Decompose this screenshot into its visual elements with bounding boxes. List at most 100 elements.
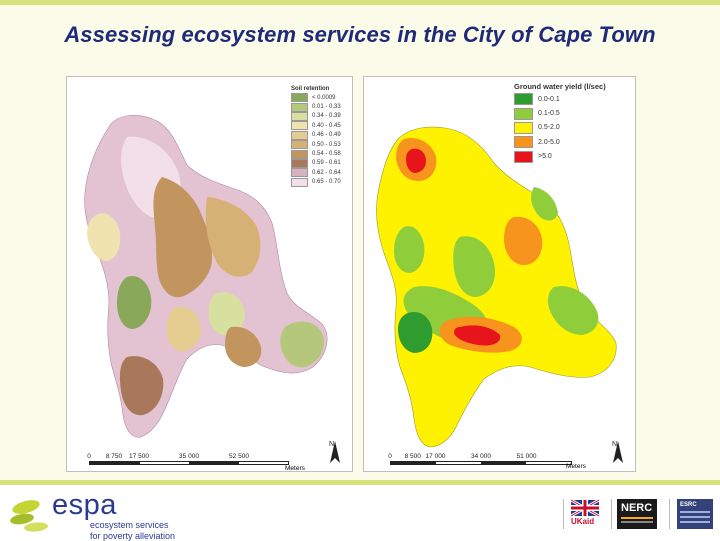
footer-divider	[669, 499, 670, 529]
scale-unit-label: Meters	[566, 463, 586, 470]
legend-swatch	[291, 130, 308, 140]
esrc-label: ESRC	[680, 502, 697, 508]
scale-tick-label: 0	[87, 453, 91, 460]
legend-item: 0.5-2.0	[514, 121, 606, 135]
nerc-stripe	[621, 517, 653, 519]
esrc-stripe	[680, 511, 710, 513]
legend-item: 0.0-0.1	[514, 92, 606, 106]
espa-logo: espa ecosystem services for poverty alle…	[10, 489, 180, 541]
esrc-stripe	[680, 521, 710, 523]
map-region-green-east	[280, 321, 325, 368]
espa-tagline-2: for poverty alleviation	[90, 531, 176, 541]
legend-item: 0.54 - 0.58	[291, 149, 341, 159]
scale-tick-label: 8 500	[404, 453, 421, 460]
map-region-olive-1	[117, 276, 152, 329]
map-region-cream	[87, 213, 121, 261]
legend-label: 2.0-5.0	[538, 138, 560, 146]
scale-bar-track	[89, 461, 289, 465]
map-region-dark-green	[398, 311, 433, 353]
scale-bar: 0 8 500 17 000 34 000 51 000	[388, 453, 572, 465]
legend-label: 0.1-0.5	[538, 110, 560, 118]
nerc-stripe	[621, 521, 653, 523]
legend-label: 0.46 - 0.49	[312, 132, 341, 139]
map-region-tan	[205, 197, 261, 277]
legend-swatch	[291, 140, 308, 150]
slide-title: Assessing ecosystem services in the City…	[64, 22, 656, 47]
esrc-stripe	[680, 516, 710, 518]
map-region-orange-east	[504, 216, 543, 265]
legend-item: 0.59 - 0.61	[291, 158, 341, 168]
scale-tick-label: 8 750	[105, 453, 123, 460]
map-region-green-diagonal	[531, 187, 558, 221]
ground-water-yield-map-panel: Ground water yield (l/sec) 0.0-0.1 0.1-0.…	[363, 76, 636, 472]
legend-item: 0.01 - 0.33	[291, 102, 341, 112]
soil-retention-legend: Soil retention < 0.0009 0.01 - 0.33 0.34 -…	[291, 86, 341, 187]
legend-label: 0.65 - 0.70	[312, 179, 341, 186]
map-region-red-south	[454, 325, 501, 346]
esrc-logo: ESRC	[677, 499, 713, 529]
nerc-label: NERC	[621, 502, 653, 514]
map-region-mid-brown	[225, 326, 262, 367]
footer-divider	[611, 499, 612, 529]
legend-swatch	[291, 149, 308, 159]
legend-swatch	[291, 111, 308, 121]
map-region-green-central	[453, 236, 496, 297]
legend-swatch	[514, 136, 533, 149]
ukaid-logo: UKaid	[569, 498, 601, 529]
legend-label: 0.59 - 0.61	[312, 160, 341, 167]
map-region-olive-2	[208, 292, 245, 336]
legend-swatch	[291, 93, 308, 103]
scale-tick-label: 52 500	[229, 453, 249, 460]
legend-label: 0.01 - 0.33	[312, 104, 341, 111]
legend-label: 0.62 - 0.64	[312, 169, 341, 176]
north-arrow: N	[329, 441, 340, 463]
legend-label: 0.40 - 0.45	[312, 122, 341, 129]
legend-label: 0.34 - 0.39	[312, 113, 341, 120]
legend-label: 0.54 - 0.58	[312, 151, 341, 158]
legend-swatch	[291, 102, 308, 112]
legend-item: >5.0	[514, 150, 606, 164]
legend-label: 0.50 - 0.53	[312, 141, 341, 148]
legend-swatch	[291, 177, 308, 187]
scale-tick-label: 17 000	[425, 453, 446, 460]
scale-tick-label: 35 000	[179, 453, 199, 460]
legend-label: < 0.0009	[312, 94, 336, 101]
legend-swatch	[514, 150, 533, 163]
scale-tick-label: 17 500	[129, 453, 149, 460]
footer-divider	[563, 499, 564, 529]
map-region-mauve	[119, 356, 164, 416]
map-region-green-belt-east	[547, 286, 599, 335]
espa-tagline-1: ecosystem services	[90, 520, 169, 530]
legend-item: 2.0-5.0	[514, 135, 606, 149]
legend-item: 0.46 - 0.49	[291, 130, 341, 140]
legend-swatch	[514, 107, 533, 120]
ukaid-label: UKaid	[571, 517, 595, 526]
soil-retention-map-panel: Soil retention < 0.0009 0.01 - 0.33 0.34 -…	[66, 76, 353, 472]
union-flag-icon	[570, 498, 600, 518]
legend-item: 0.62 - 0.64	[291, 168, 341, 178]
scale-bar: 0 8 750 17 500 35 000 52 500	[87, 453, 289, 465]
north-label: N	[612, 441, 618, 448]
scale-tick-label: 51 000	[516, 453, 537, 460]
north-arrow-icon	[613, 441, 623, 463]
scale-bar-track	[390, 461, 572, 465]
footer-accent-bar	[0, 480, 720, 485]
scale-tick-label: 0	[388, 453, 392, 460]
espa-leaf-icon	[10, 500, 48, 532]
ground-water-yield-map	[376, 126, 617, 448]
map-region-beige	[166, 306, 201, 352]
legend-item: 0.65 - 0.70	[291, 177, 341, 187]
top-accent-bar	[0, 0, 720, 5]
nerc-logo: NERC	[617, 499, 657, 529]
legend-label: 0.5-2.0	[538, 124, 560, 132]
legend-label: >5.0	[538, 153, 552, 161]
legend-item: < 0.0009	[291, 93, 341, 103]
legend-item: 0.50 - 0.53	[291, 140, 341, 150]
legend-swatch	[514, 93, 533, 106]
legend-item: 0.34 - 0.39	[291, 111, 341, 121]
espa-wordmark: espa	[52, 489, 117, 521]
map-region-red-north	[406, 148, 426, 173]
legend-title: Soil retention	[291, 86, 330, 92]
footer: espa ecosystem services for poverty alle…	[0, 485, 720, 541]
north-arrow-icon	[330, 441, 340, 463]
